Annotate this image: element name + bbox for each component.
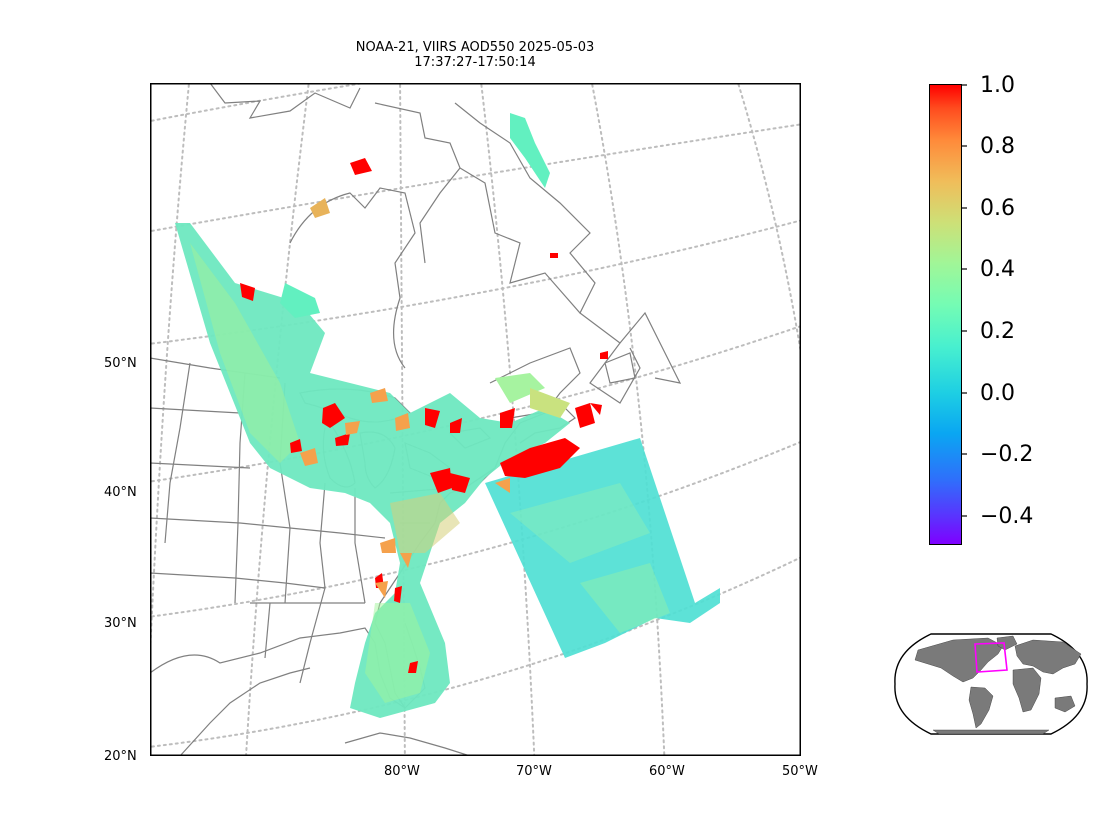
lon-label-60w: 60°W xyxy=(649,764,685,779)
colorbar-tick-1.0: 1.0 xyxy=(980,73,1015,98)
inset-region-box xyxy=(974,642,1008,673)
title-line-1: NOAA-21, VIIRS AOD550 2025-05-03 xyxy=(355,40,595,55)
colorbar-tick-0.8: 0.8 xyxy=(980,134,1015,159)
lon-label-70w: 70°W xyxy=(516,764,552,779)
lon-label-80w: 80°W xyxy=(384,764,420,779)
map-border xyxy=(150,83,801,756)
colorbar-tick-0.0: 0.0 xyxy=(980,381,1015,406)
colorbar xyxy=(929,84,962,545)
lat-label-20: 20°N xyxy=(104,749,137,764)
lon-label-50w: 50°W xyxy=(782,764,818,779)
aod-swath-west xyxy=(175,223,570,718)
aod-moderate-values xyxy=(300,388,510,598)
aod-high-values xyxy=(240,158,608,673)
colorbar-tick-neg0.4: −0.4 xyxy=(980,504,1034,529)
colorbar-tick-neg0.2: −0.2 xyxy=(980,442,1034,467)
lat-label-50: 50°N xyxy=(104,356,137,371)
colorbar-ticks xyxy=(961,84,967,517)
map-panel xyxy=(150,83,801,756)
inset-world-map xyxy=(894,633,1088,735)
aod-swath-east xyxy=(485,438,720,658)
colorbar-tick-0.6: 0.6 xyxy=(980,196,1015,221)
lat-label-40: 40°N xyxy=(104,485,137,500)
colorbar-tick-0.4: 0.4 xyxy=(980,257,1015,282)
colorbar-tick-0.2: 0.2 xyxy=(980,319,1015,344)
title-line-2: 17:37:27-17:50:14 xyxy=(414,55,536,70)
aod-northern-patches xyxy=(280,113,570,418)
lat-label-30: 30°N xyxy=(104,616,137,631)
map-title: NOAA-21, VIIRS AOD550 2025-05-03 17:37:2… xyxy=(150,40,800,70)
